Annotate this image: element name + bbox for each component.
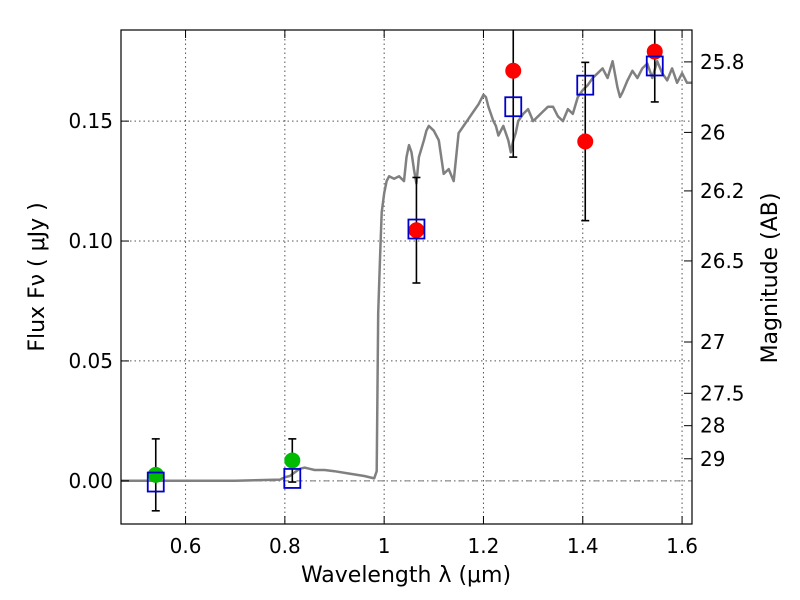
y2-tick-label: 27.5: [700, 381, 745, 405]
axis-ticks: 0.6 0.8 1 1.2 1.4 1.6 0.00 0.05 0.10 0.15 25.8 26 26…: [68, 30, 745, 558]
x-axis-label: Wavelength λ (μm): [301, 563, 511, 588]
data-point: [284, 452, 301, 469]
x-tick-label: 1: [378, 534, 391, 558]
y2-tick-label: 29: [700, 447, 725, 471]
model-photometry-square: [576, 74, 595, 96]
x-tick-label: 1.6: [666, 534, 698, 558]
y2-tick-label: 27: [700, 330, 725, 354]
x-tick-label: 0.8: [269, 534, 301, 558]
data-point: [147, 466, 164, 483]
model-photometry-square: [645, 55, 664, 77]
data-markers: [146, 43, 664, 493]
model-spectrum-layer: [121, 59, 692, 483]
y2-tick-label: 26: [700, 120, 725, 144]
model-photometry-square: [407, 218, 426, 240]
model-photometry-square: [504, 96, 523, 118]
y-axis-label: Flux Fν ( μJy ): [25, 202, 50, 351]
y2-tick-label: 26.5: [700, 249, 745, 273]
y2-tick-label: 28: [700, 414, 725, 438]
y-tick-label: 0.05: [68, 349, 113, 373]
x-tick-label: 1.4: [567, 534, 599, 558]
y-tick-label: 0.10: [68, 229, 113, 253]
model-spectrum-line: [121, 59, 692, 483]
data-point: [408, 222, 425, 239]
y-tick-label: 0.15: [68, 109, 113, 133]
y-tick-label: 0.00: [68, 469, 113, 493]
data-point: [577, 133, 594, 150]
model-photometry-square: [283, 468, 302, 489]
plot-frame: [120, 29, 693, 525]
x-tick-label: 0.6: [170, 534, 202, 558]
y2-axis-label: Magnitude (AB): [758, 193, 783, 364]
y2-tick-label: 25.8: [700, 50, 745, 74]
data-point: [505, 62, 522, 79]
data-point: [646, 43, 663, 60]
x-tick-label: 1.2: [468, 534, 500, 558]
error-bars: [151, 30, 659, 512]
y2-tick-label: 26.2: [700, 179, 745, 203]
model-photometry-square: [146, 471, 165, 493]
